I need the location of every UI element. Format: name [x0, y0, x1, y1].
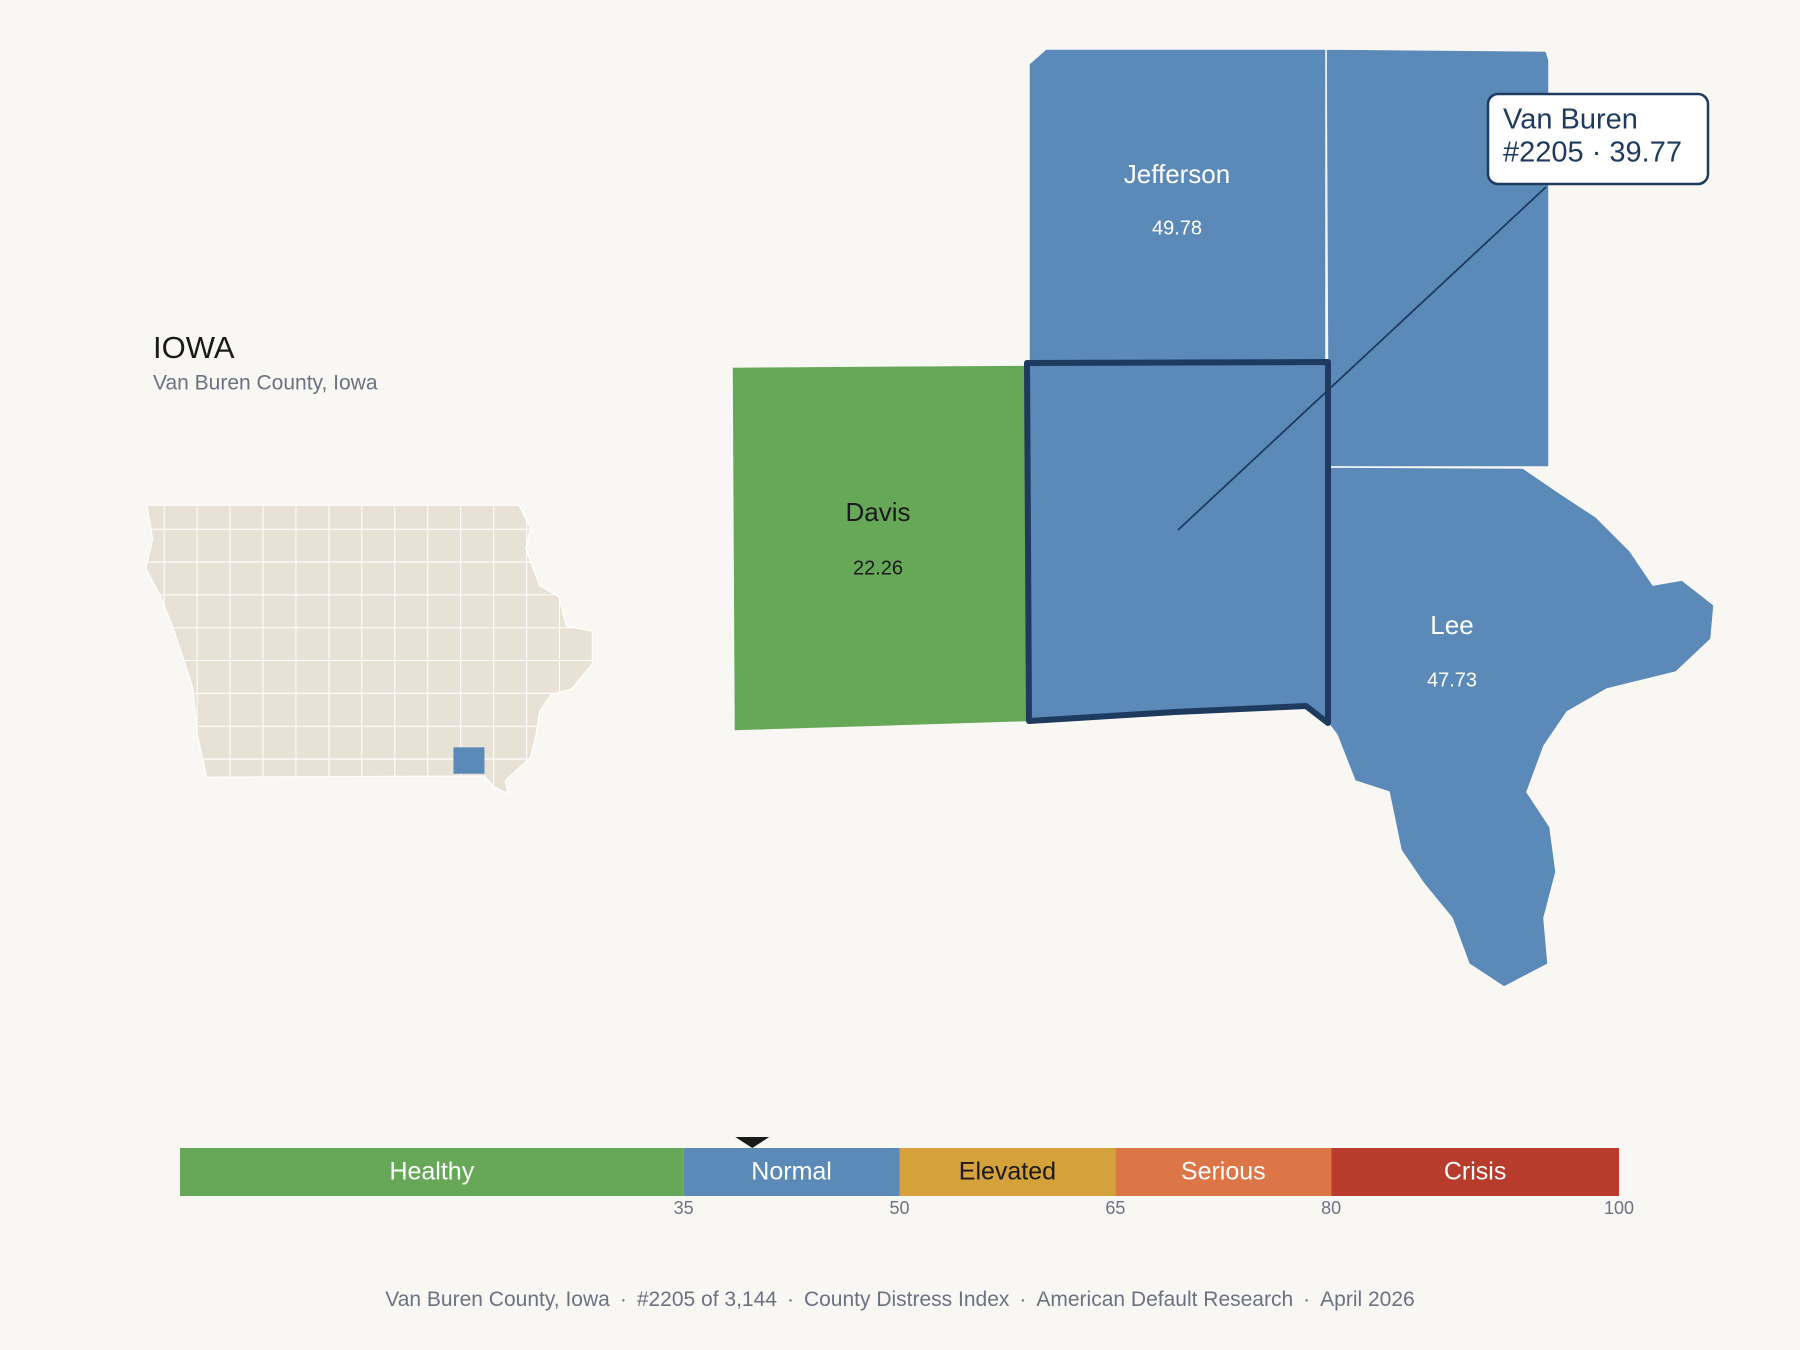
county-grid [145, 505, 593, 795]
selected-county-shape [1024, 359, 1331, 726]
scale-bar: Healthy Normal Elevated Serious Crisis 35 50 65… [180, 1137, 1634, 1218]
footer-item: American Default Research [1036, 1288, 1293, 1311]
footer-item: April 2026 [1320, 1288, 1415, 1311]
county-value: 49.78 [1152, 217, 1202, 239]
county-shape [731, 364, 1028, 732]
scale-segment [899, 1148, 1116, 1196]
scale-segment-label: Serious [1181, 1158, 1266, 1186]
footer-item: County Distress Index [804, 1288, 1010, 1311]
callout-label: #2205 · 39.77 [1503, 137, 1682, 169]
footer-separator: · [787, 1288, 794, 1311]
county-value: 47.73 [1427, 669, 1477, 691]
scale-segment [683, 1148, 900, 1196]
scale-tick-label: 65 [1105, 1198, 1125, 1218]
scale-marker [735, 1137, 770, 1148]
state-title: IOWA [153, 330, 235, 365]
scale-segment [180, 1148, 684, 1196]
selected-county-locator [453, 747, 485, 774]
county-name: Davis [845, 497, 910, 527]
footer-item: #2205 of 3,144 [637, 1288, 777, 1311]
footer: Van Buren County, Iowa · #2205 of 3,144 · Co… [385, 1288, 1414, 1311]
scale-segment-label: Crisis [1444, 1158, 1507, 1186]
scale-segment [1331, 1148, 1619, 1196]
state-shape [145, 504, 593, 796]
state-locator-map [145, 504, 593, 796]
footer-separator: · [1303, 1288, 1310, 1311]
county-shape [1327, 466, 1715, 988]
footer-separator: · [1019, 1288, 1026, 1311]
scale-segment-label: Elevated [959, 1158, 1056, 1186]
county-shape [1028, 48, 1327, 364]
scale-tick-label: 50 [889, 1198, 909, 1218]
county-value: 22.26 [853, 557, 903, 579]
scale-tick-label: 35 [674, 1198, 694, 1218]
scale-segment-label: Healthy [389, 1158, 474, 1186]
callout-box [1486, 92, 1710, 186]
scale-segment [1115, 1148, 1332, 1196]
callout-title: Van Buren [1503, 104, 1638, 136]
footer-separator: · [620, 1288, 627, 1311]
footer-item: Van Buren County, Iowa [385, 1288, 610, 1311]
county-name: Jefferson [1124, 159, 1230, 189]
scale-segment-label: Normal [751, 1158, 832, 1186]
scale-tick-label: 80 [1321, 1198, 1341, 1218]
subtitle: Van Buren County, Iowa [153, 372, 378, 395]
callout-leader [1177, 186, 1547, 531]
scale-tick-label: 100 [1604, 1198, 1634, 1218]
county-name: Lee [1430, 610, 1473, 640]
